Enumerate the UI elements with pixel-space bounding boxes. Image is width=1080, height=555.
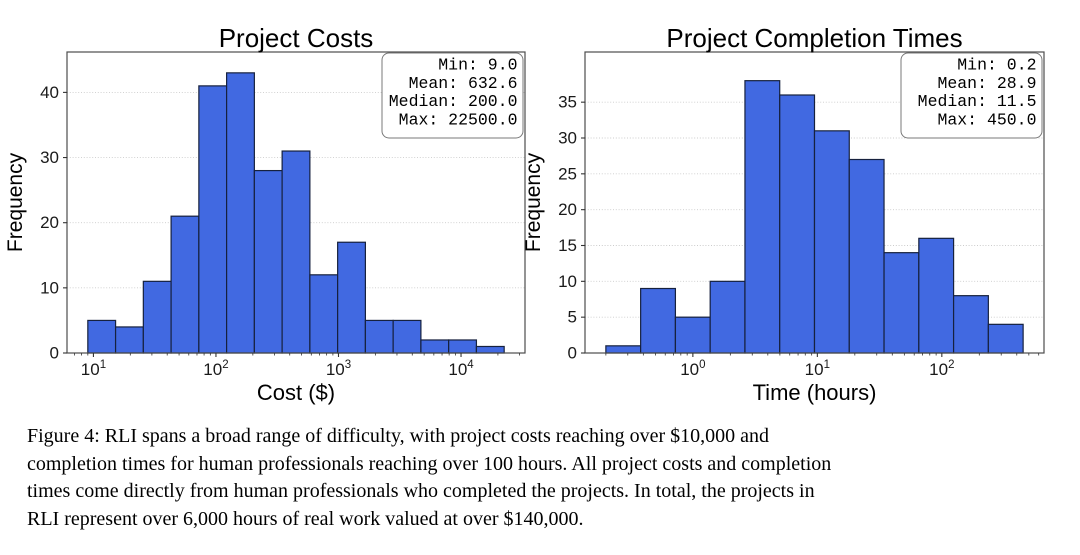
svg-text:Time (hours): Time (hours): [753, 380, 877, 405]
svg-text:0: 0: [50, 344, 59, 363]
svg-text:30: 30: [40, 148, 59, 167]
svg-text:Mean: 632.6: Mean: 632.6: [409, 74, 518, 93]
svg-text:10: 10: [558, 272, 577, 291]
svg-text:Cost ($): Cost ($): [257, 380, 335, 405]
svg-text:Max: 450.0: Max: 450.0: [937, 110, 1036, 129]
svg-text:Frequency: Frequency: [522, 152, 545, 252]
svg-text:Project Costs: Project Costs: [219, 23, 374, 53]
svg-text:Mean: 28.9: Mean: 28.9: [937, 74, 1036, 93]
svg-text:Frequency: Frequency: [4, 152, 27, 252]
svg-text:35: 35: [558, 93, 577, 112]
svg-text:40: 40: [40, 83, 59, 102]
svg-text:20: 20: [40, 213, 59, 232]
svg-text:Min: 0.2: Min: 0.2: [957, 56, 1036, 75]
svg-text:Max: 22500.0: Max: 22500.0: [399, 110, 518, 129]
svg-text:30: 30: [558, 129, 577, 148]
svg-text:5: 5: [568, 308, 577, 327]
svg-text:25: 25: [558, 164, 577, 183]
svg-text:0: 0: [568, 344, 577, 363]
svg-text:10: 10: [40, 278, 59, 297]
svg-text:Project Completion Times: Project Completion Times: [666, 23, 962, 53]
svg-text:Median: 200.0: Median: 200.0: [389, 92, 518, 111]
svg-text:15: 15: [558, 236, 577, 255]
svg-text:Median: 11.5: Median: 11.5: [918, 92, 1037, 111]
svg-text:20: 20: [558, 200, 577, 219]
svg-text:Min: 9.0: Min: 9.0: [438, 56, 517, 75]
